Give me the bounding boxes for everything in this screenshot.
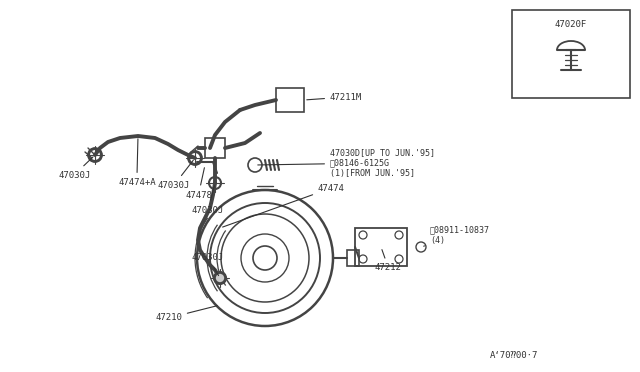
Text: ⒲08911-10837
(4): ⒲08911-10837 (4) [424, 225, 490, 246]
Text: 47030J: 47030J [158, 160, 193, 189]
Text: 47474+A: 47474+A [118, 139, 156, 187]
Text: 47020F: 47020F [555, 19, 587, 29]
Text: 47478: 47478 [185, 168, 212, 199]
Circle shape [215, 273, 225, 283]
Text: 47030D[UP TO JUN.'95]
⒲08146-6125G
(1)[FROM JUN.'95]: 47030D[UP TO JUN.'95] ⒲08146-6125G (1)[F… [258, 148, 435, 178]
Text: 47212: 47212 [375, 250, 402, 273]
Text: 47210: 47210 [155, 306, 218, 323]
Bar [512, 10, 630, 98]
Bar [276, 88, 304, 112]
Text: 47211M: 47211M [307, 93, 362, 102]
Text: 47030J: 47030J [192, 253, 224, 276]
Bar [355, 228, 407, 266]
Bar [205, 138, 225, 158]
Text: 47474: 47474 [223, 183, 345, 227]
Text: 47030J: 47030J [192, 186, 224, 215]
Text: 47030J: 47030J [58, 157, 93, 180]
Text: A‘70⁇00·7: A‘70⁇00·7 [490, 352, 538, 360]
Bar [347, 250, 359, 266]
